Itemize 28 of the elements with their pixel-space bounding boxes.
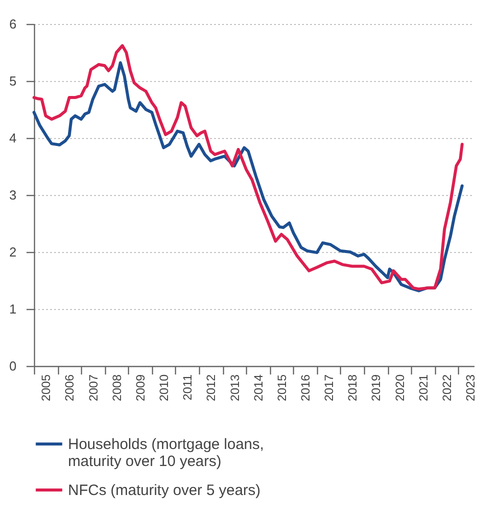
x-tick-label: 2009: [133, 374, 148, 402]
legend-label: Households (mortgage loans, maturity over 10 years): [68, 436, 264, 470]
x-tick-label: 2013: [228, 374, 242, 402]
y-tick-label: 2: [9, 244, 16, 260]
x-tick-label: 2010: [157, 374, 172, 402]
x-tick-label: 2016: [298, 374, 313, 402]
x-tick-label: 2015: [274, 374, 289, 402]
x-tick-label: 2019: [369, 374, 384, 402]
x-tick-label: 2012: [204, 374, 218, 402]
x-tick-label: 2011: [180, 374, 195, 400]
y-tick-label: 4: [9, 130, 16, 146]
y-tick-label: 6: [9, 16, 16, 32]
y-tick-label: 0: [9, 358, 16, 374]
y-tick-label: 5: [9, 74, 16, 88]
x-tick-label: 2020: [392, 374, 407, 402]
x-tick-label: 2014: [251, 374, 266, 402]
legend-label: NFCs (maturity over 5 years): [68, 482, 261, 499]
x-tick-label: 2022: [440, 374, 454, 402]
y-tick-label: 3: [9, 188, 16, 202]
x-tick-label: 2008: [110, 374, 124, 402]
y-tick-label: 1: [9, 302, 16, 316]
x-tick-label: 2007: [86, 374, 100, 402]
x-tick-label: 2023: [464, 374, 478, 402]
x-tick-label: 2017: [322, 374, 336, 402]
x-tick-label: 2005: [39, 374, 54, 402]
x-tick-label: 2018: [346, 374, 360, 402]
x-tick-label: 2006: [62, 374, 77, 402]
x-tick-label: 2021: [416, 374, 430, 402]
